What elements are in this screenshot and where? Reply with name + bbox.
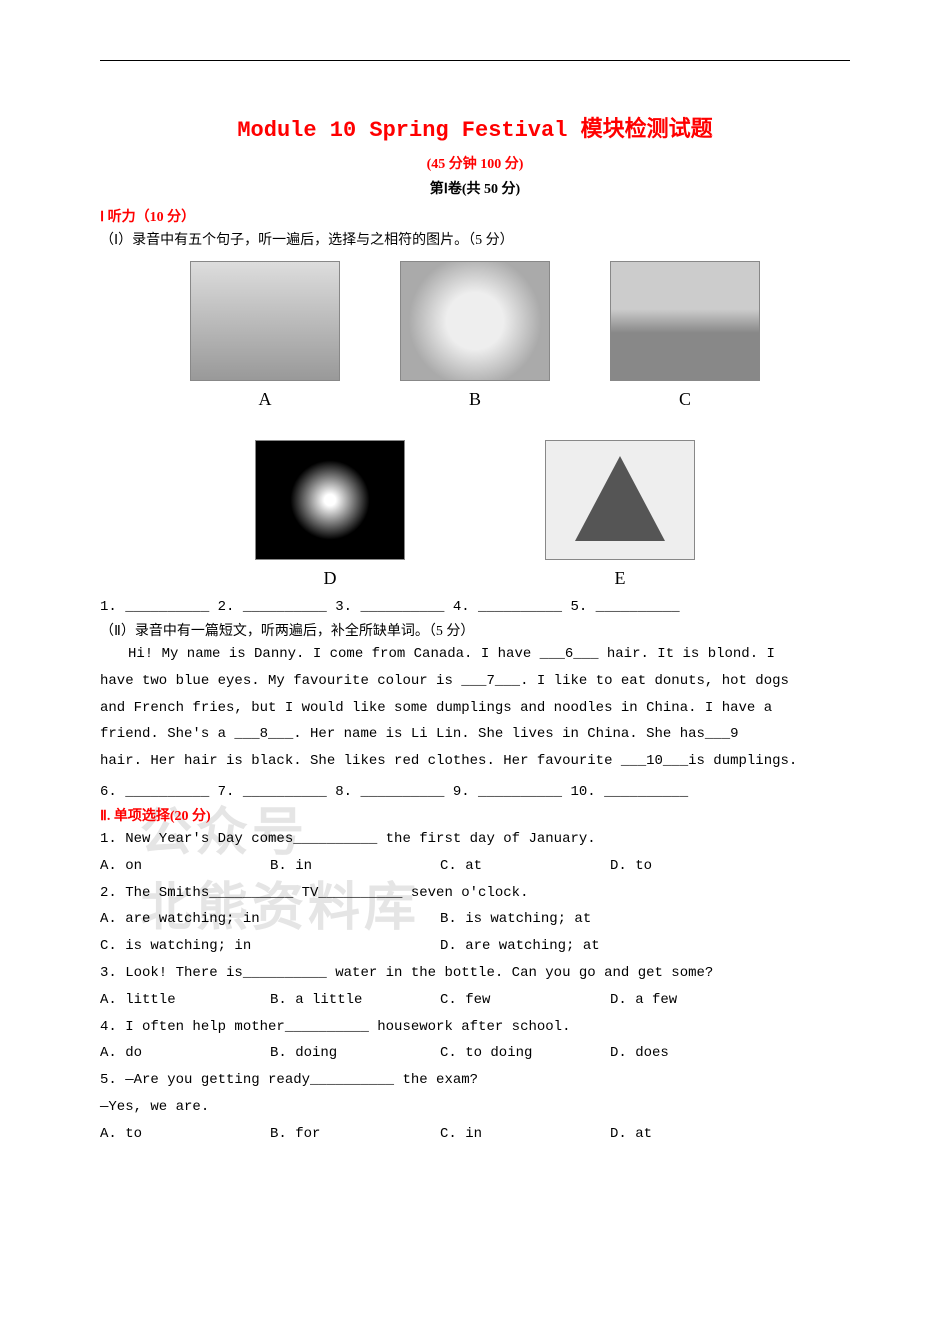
q2-opt-c: C. is watching; in (100, 935, 440, 959)
blanks-row-2: 6. __________ 7. __________ 8. _________… (100, 784, 850, 800)
passage-line-3: and French fries, but I would like some … (100, 697, 850, 721)
image-row-2: D E (160, 440, 790, 589)
part1-sub1: （Ⅰ）录音中有五个句子，听一遍后，选择与之相符的图片。（5 分） (100, 229, 850, 249)
part2-heading: Ⅱ. 单项选择(20 分) (100, 805, 850, 825)
image-label-a: A (259, 389, 272, 410)
q2: 2. The Smiths__________ TV__________ sev… (100, 882, 850, 906)
q3-opt-b: B. a little (270, 989, 440, 1013)
main-title: Module 10 Spring Festival 模块检测试题 (100, 111, 850, 143)
image-label-b: B (469, 389, 481, 410)
image-b (400, 261, 550, 381)
q1: 1. New Year's Day comes__________ the fi… (100, 828, 850, 852)
q1-opt-b: B. in (270, 855, 440, 879)
passage-line-2: have two blue eyes. My favourite colour … (100, 670, 850, 694)
q5-options: A. toB. forC. inD. at (100, 1123, 850, 1147)
q1-opt-d: D. to (610, 855, 760, 879)
q2-opt-b: B. is watching; at (440, 908, 780, 932)
q4-opt-c: C. to doing (440, 1042, 610, 1066)
blanks-row-1: 1. __________ 2. __________ 3. _________… (100, 599, 850, 615)
image-e (545, 440, 695, 560)
subtitle: (45 分钟 100 分) (100, 153, 850, 173)
q1-options: A. onB. inC. atD. to (100, 855, 850, 879)
passage-line-5: hair. Her hair is black. She likes red c… (100, 750, 850, 774)
q2-options-row1: A. are watching; inB. is watching; at (100, 908, 850, 932)
q5: 5. —Are you getting ready__________ the … (100, 1069, 850, 1093)
part1-sub2: （Ⅱ）录音中有一篇短文，听两遍后，补全所缺单词。（5 分） (100, 620, 850, 640)
q5-opt-b: B. for (270, 1123, 440, 1147)
q5-opt-d: D. at (610, 1123, 760, 1147)
passage-line-1: Hi! My name is Danny. I come from Canada… (100, 643, 850, 667)
q3-opt-a: A. little (100, 989, 270, 1013)
q1-opt-a: A. on (100, 855, 270, 879)
q4-opt-d: D. does (610, 1042, 760, 1066)
image-c (610, 261, 760, 381)
part1-heading: Ⅰ 听力（10 分） (100, 206, 850, 226)
image-label-c: C (679, 389, 691, 410)
q2-opt-a: A. are watching; in (100, 908, 440, 932)
section-label: 第Ⅰ卷(共 50 分) (100, 178, 850, 198)
q3-options: A. littleB. a littleC. fewD. a few (100, 989, 850, 1013)
q4-opt-a: A. do (100, 1042, 270, 1066)
q4: 4. I often help mother__________ housewo… (100, 1016, 850, 1040)
passage-text: Hi! My name is Danny. I come from Canada… (128, 646, 775, 662)
q3: 3. Look! There is__________ water in the… (100, 962, 850, 986)
q3-opt-d: D. a few (610, 989, 760, 1013)
passage-line-4: friend. She's a ___8___. Her name is Li … (100, 723, 850, 747)
q2-opt-d: D. are watching; at (440, 935, 780, 959)
q4-opt-b: B. doing (270, 1042, 440, 1066)
q5-line2: —Yes, we are. (100, 1096, 850, 1120)
image-label-d: D (324, 568, 337, 589)
header-rule (100, 60, 850, 61)
image-d (255, 440, 405, 560)
q1-opt-c: C. at (440, 855, 610, 879)
q4-options: A. doB. doingC. to doingD. does (100, 1042, 850, 1066)
image-label-e: E (615, 568, 626, 589)
image-row-1: A B C (160, 261, 790, 410)
image-a (190, 261, 340, 381)
q3-opt-c: C. few (440, 989, 610, 1013)
q5-opt-c: C. in (440, 1123, 610, 1147)
q2-options-row2: C. is watching; inD. are watching; at (100, 935, 850, 959)
q5-opt-a: A. to (100, 1123, 270, 1147)
